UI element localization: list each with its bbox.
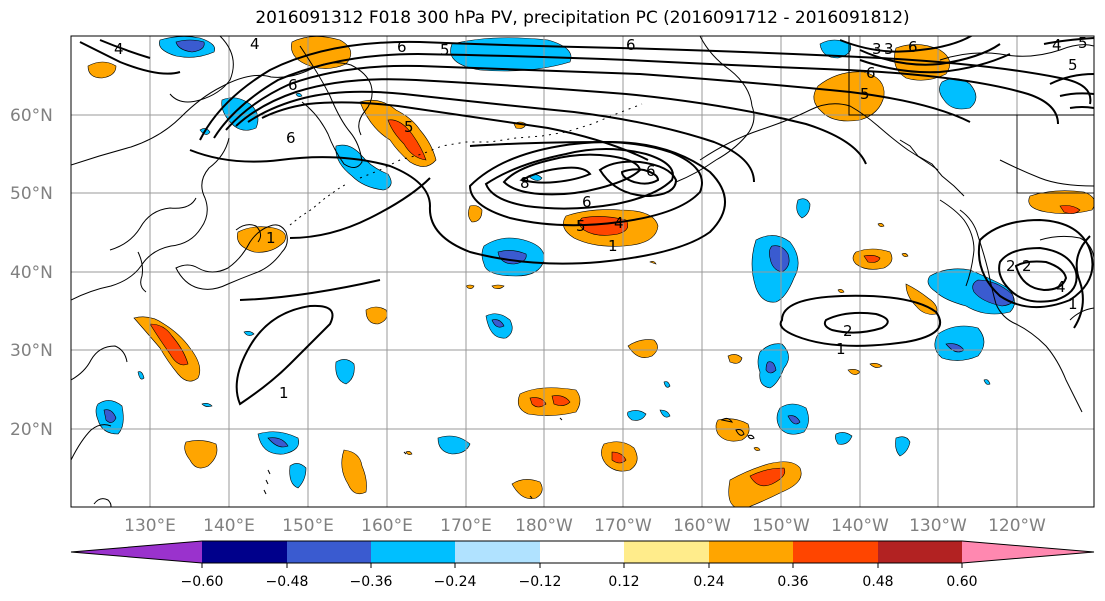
lat-label: 30°N	[10, 341, 53, 361]
map-frame	[70, 35, 1095, 508]
lon-label: 170°W	[594, 516, 652, 536]
lon-label: 160°W	[673, 516, 731, 536]
colorbar-segment	[287, 541, 371, 563]
pv-label: 4	[1052, 36, 1062, 54]
colorbar-tick-label: 0.48	[862, 574, 893, 590]
pv-label: 6	[626, 36, 636, 54]
pv-label: 1	[836, 340, 846, 358]
lon-label: 170°E	[440, 516, 492, 536]
pv-label: 6	[286, 129, 296, 147]
colorbar-segment	[455, 541, 540, 563]
pv-contour-labels: 4 5 6 6 6 6 5 4 6 5 3 6 5 4 5 6 8 6 5 4 …	[114, 34, 1088, 402]
lon-label: 140°E	[203, 516, 255, 536]
colorbar-segment	[202, 541, 287, 563]
pv-contours	[79, 36, 1094, 406]
lon-label: 150°E	[282, 516, 334, 536]
lon-label: 140°W	[831, 516, 889, 536]
pv-label: 5	[576, 217, 586, 235]
lon-label: 150°W	[752, 516, 810, 536]
pv-label: 8	[520, 174, 530, 192]
lat-label: 20°N	[10, 420, 53, 440]
pv-label: 3	[872, 40, 882, 58]
pv-label: 2	[1006, 257, 1016, 275]
pv-label: 1	[1068, 295, 1078, 313]
map-title: 2016091312 F018 300 hPa PV, precipitatio…	[255, 8, 910, 28]
colorbar-segment	[793, 541, 878, 563]
pv-label: 5	[440, 41, 450, 59]
pv-label: 5	[1078, 34, 1088, 52]
colorbar-tick-label: 0.24	[693, 574, 724, 590]
lon-label: 160°E	[361, 516, 413, 536]
latitude-labels: 60°N 50°N 40°N 30°N 20°N	[10, 106, 53, 440]
pv-label: 6	[288, 76, 298, 94]
pv-label: 1	[266, 229, 276, 247]
pv-label: 6	[908, 38, 918, 56]
colorbar-segment	[709, 541, 793, 563]
lat-label: 60°N	[10, 106, 53, 126]
pv-label: 6	[582, 193, 592, 211]
lon-label: 180°W	[515, 516, 573, 536]
pv-label: 4	[1056, 278, 1066, 296]
pv-label: 4	[250, 35, 260, 53]
pv-label: 5	[404, 118, 414, 136]
pv-label: 5	[1068, 56, 1078, 74]
colorbar-tick-label: −0.48	[266, 574, 309, 590]
pv-label: 2	[843, 322, 853, 340]
pv-label: 4	[614, 214, 624, 232]
precipitation-shading	[87, 36, 1094, 507]
pv-label: 1	[279, 384, 289, 402]
lon-label: 130°E	[124, 516, 176, 536]
colorbar-tick-label: 0.60	[946, 574, 977, 590]
longitude-labels: 130°E 140°E 150°E 160°E 170°E 180°W 170°…	[124, 516, 1046, 536]
pv-label: 5	[860, 85, 870, 103]
colorbar-tick-label: −0.36	[350, 574, 393, 590]
colorbar-segment	[624, 541, 709, 563]
lat-label: 40°N	[10, 263, 53, 283]
colorbar-segment	[878, 541, 962, 563]
pv-label: 1	[608, 237, 618, 255]
pv-label: 3	[884, 40, 894, 58]
coastlines	[71, 36, 1094, 507]
colorbar-segment	[71, 541, 202, 563]
lat-label: 50°N	[10, 184, 53, 204]
colorbar-tick-label: −0.24	[434, 574, 477, 590]
pv-label: 6	[397, 38, 407, 56]
colorbar-tick-label: −0.12	[519, 574, 562, 590]
pv-label: 4	[114, 40, 124, 58]
lon-label: 130°W	[909, 516, 967, 536]
lon-label: 120°W	[988, 516, 1046, 536]
colorbar-segment	[540, 541, 624, 563]
colorbar-tick-label: 0.12	[608, 574, 639, 590]
pv-label: 2	[1022, 257, 1032, 275]
colorbar-segment	[371, 541, 455, 563]
pv-label: 6	[646, 162, 656, 180]
colorbar-tick-label: 0.36	[777, 574, 808, 590]
colorbar-segment	[962, 541, 1094, 563]
pv-label: 6	[866, 64, 876, 82]
colorbar	[70, 540, 1095, 568]
colorbar-labels: −0.60 −0.48 −0.36 −0.24 −0.12 0.12 0.24 …	[181, 574, 978, 590]
colorbar-tick-label: −0.60	[181, 574, 224, 590]
